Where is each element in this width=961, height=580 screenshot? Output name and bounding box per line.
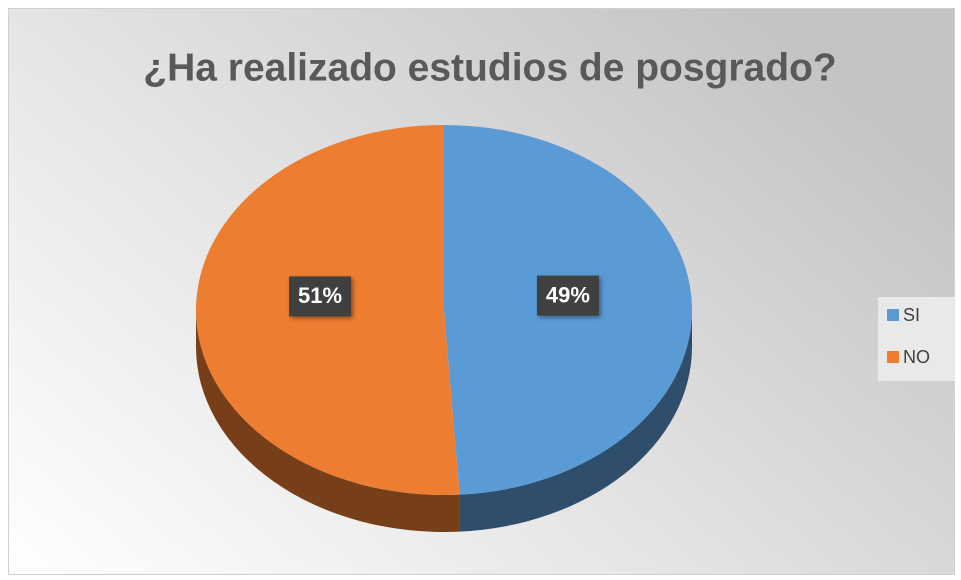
legend-label: NO: [903, 347, 930, 367]
chart-title: ¿Ha realizado estudios de posgrado?: [143, 46, 836, 89]
pie-slice-side: [459, 310, 692, 532]
legend-swatch: [887, 351, 899, 363]
pie-slice-side: [196, 310, 460, 532]
data-label-box: [289, 276, 352, 317]
legend-swatch: [887, 309, 899, 321]
data-label: 49%: [546, 282, 590, 307]
data-label-box: [536, 275, 599, 316]
legend-label: SI: [903, 305, 920, 325]
data-label: 51%: [298, 283, 342, 308]
